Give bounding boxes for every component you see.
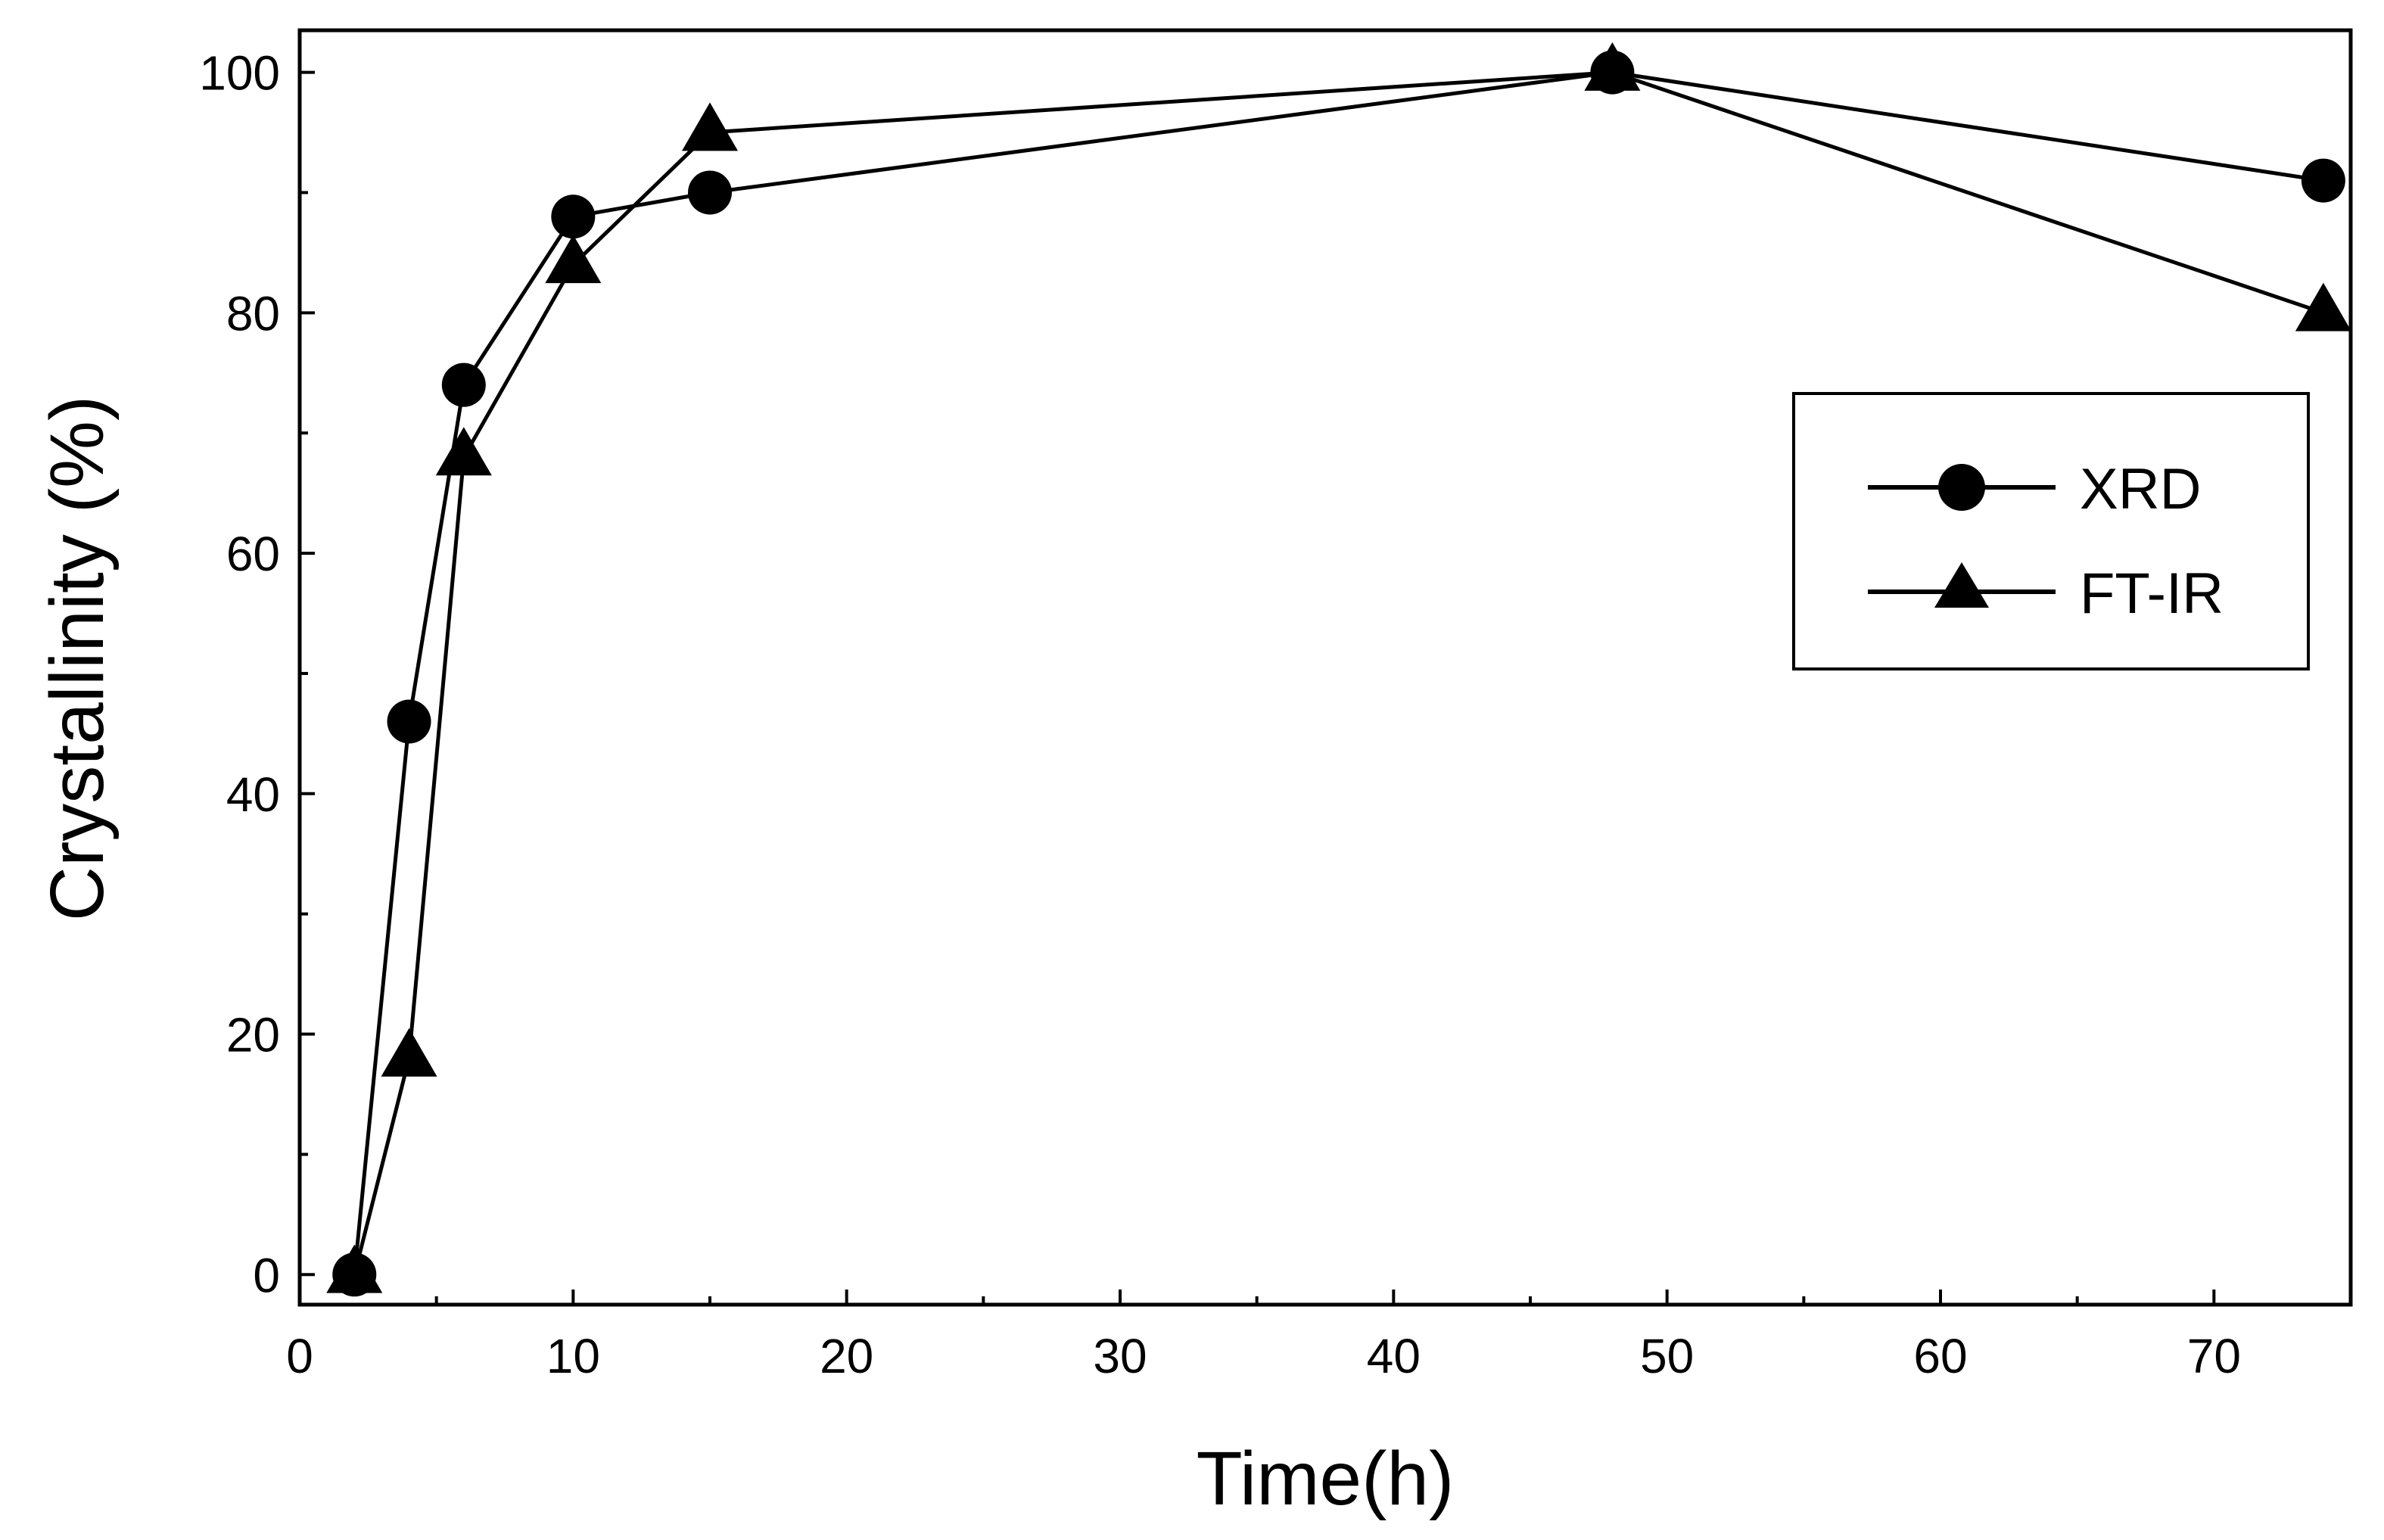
legend-marker-triangle-icon (1934, 562, 1989, 608)
tick-layer: 0 10 20 30 40 50 60 70 0 20 40 60 80 100 (199, 46, 2241, 1383)
y-tick-label: 20 (226, 1008, 280, 1062)
legend-label-xrd: XRD (2080, 457, 2201, 521)
x-tick-label: 10 (546, 1329, 600, 1383)
x-tick-label: 30 (1093, 1329, 1147, 1383)
series-line-ftir (352, 70, 2324, 1275)
y-tick-label: 40 (226, 767, 280, 822)
x-tick-label: 70 (2187, 1329, 2241, 1383)
plot-frame (297, 28, 2353, 1307)
data-point-xrd (688, 170, 732, 215)
x-axis-title: Time(h) (1197, 1436, 1455, 1521)
series-line-xrd (352, 70, 2324, 1275)
data-point-xrd (387, 699, 431, 744)
x-tick-label: 40 (1367, 1329, 1421, 1383)
data-point-ftir (682, 102, 738, 151)
y-tick-label: 80 (226, 286, 280, 341)
y-tick-label: 60 (226, 527, 280, 581)
x-tick-label: 60 (1913, 1329, 1967, 1383)
data-point-xrd (2301, 158, 2345, 203)
legend-label-ftir: FT-IR (2080, 562, 2224, 626)
data-point-ftir (326, 1244, 383, 1293)
y-tick-label: 0 (253, 1248, 280, 1302)
x-tick-label: 20 (820, 1329, 873, 1383)
data-point-ftir (1584, 42, 1641, 91)
legend-entry-ftir: FT-IR (1868, 562, 2224, 626)
y-tick-label: 100 (199, 46, 280, 101)
legend-box (1792, 392, 2310, 670)
legend: XRD FT-IR (1792, 392, 2310, 670)
data-point-ftir (545, 235, 602, 284)
series-layer (326, 42, 2351, 1297)
y-axis-title: Crystallinity (%) (35, 396, 120, 921)
legend-entry-xrd: XRD (1868, 457, 2201, 521)
x-tick-label: 0 (286, 1329, 313, 1383)
data-point-ftir (381, 1028, 437, 1077)
data-point-xrd (551, 194, 596, 239)
data-point-xrd (441, 362, 486, 407)
data-point-ftir (2295, 282, 2351, 331)
legend-marker-circle-icon (1938, 464, 1985, 511)
x-tick-label: 50 (1640, 1329, 1694, 1383)
data-point-ftir (435, 427, 492, 476)
